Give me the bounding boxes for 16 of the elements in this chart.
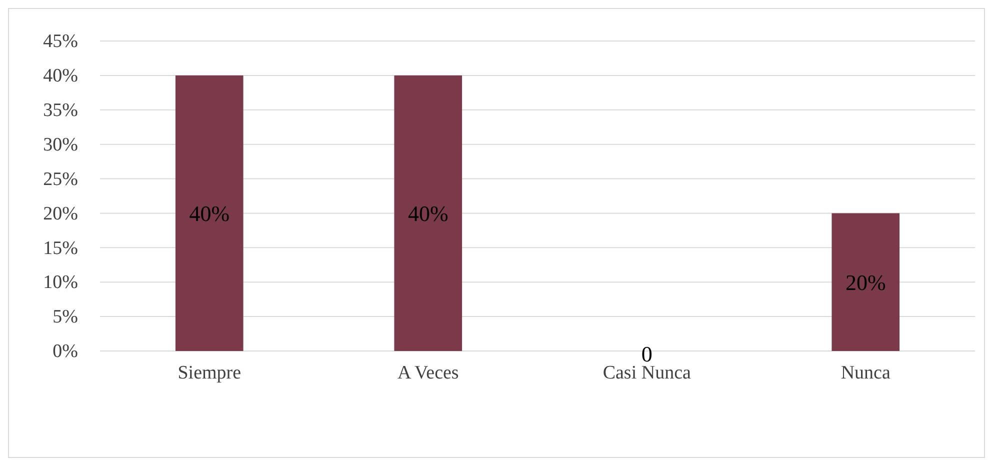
y-tick-label: 0% xyxy=(52,341,78,362)
y-tick-label: 20% xyxy=(43,203,78,224)
y-tick-label: 15% xyxy=(43,238,78,259)
y-tick-label: 5% xyxy=(52,306,78,328)
data-label: 40% xyxy=(189,200,230,226)
y-tick-label: 30% xyxy=(43,134,78,156)
data-label: 20% xyxy=(845,270,886,295)
y-tick-label: 45% xyxy=(43,31,78,52)
y-tick-label: 40% xyxy=(43,66,78,87)
y-tick-label: 25% xyxy=(43,168,78,190)
x-tick-label: Siempre xyxy=(178,362,242,384)
x-tick-label: Nunca xyxy=(840,362,891,384)
y-tick-label: 35% xyxy=(43,100,78,121)
y-tick-label: 10% xyxy=(43,272,78,294)
data-label: 40% xyxy=(408,200,448,226)
x-tick-label: A Veces xyxy=(397,362,459,384)
